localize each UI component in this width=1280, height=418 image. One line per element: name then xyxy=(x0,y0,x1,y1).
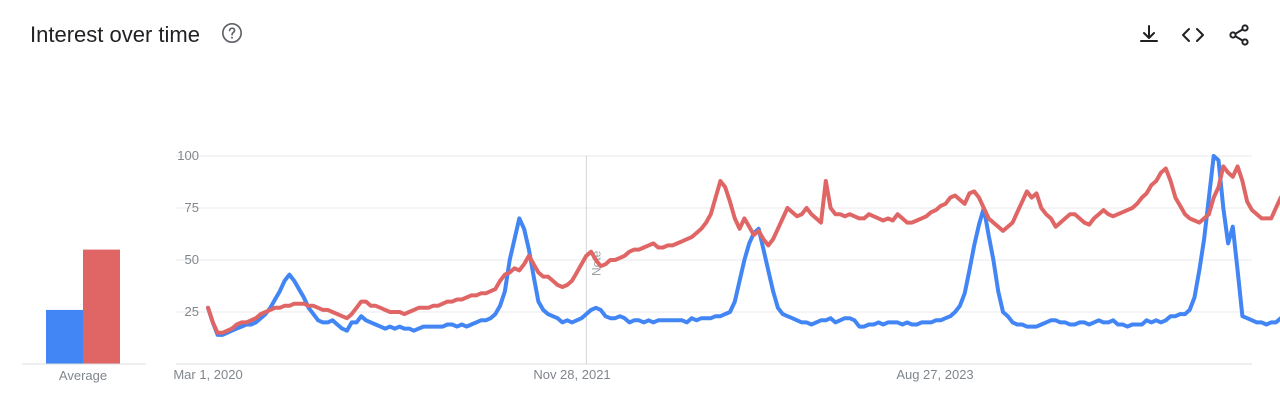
y-tick-label: 75 xyxy=(185,200,199,215)
chart-title: Interest over time xyxy=(30,22,200,47)
average-panel: Average xyxy=(22,249,146,383)
help-circle-icon[interactable] xyxy=(221,22,243,44)
x-tick-label: Aug 27, 2023 xyxy=(896,367,973,382)
x-tick-label: Mar 1, 2020 xyxy=(173,367,242,382)
download-icon[interactable] xyxy=(1137,23,1161,47)
average-bar-red xyxy=(83,249,120,364)
share-icon[interactable] xyxy=(1227,23,1251,47)
y-tick-label: 50 xyxy=(185,252,199,267)
series-line-red xyxy=(206,164,1280,335)
x-axis: Mar 1, 2020 Nov 28, 2021 Aug 27, 2023 xyxy=(173,363,1252,382)
series-lines xyxy=(206,154,1280,337)
code-icon[interactable] xyxy=(1181,23,1205,47)
y-tick-label: 100 xyxy=(177,148,199,163)
grid: 25 50 75 100 xyxy=(176,148,1252,319)
average-bar-blue xyxy=(46,309,83,364)
average-label: Average xyxy=(59,368,107,383)
x-tick-label: Nov 28, 2021 xyxy=(533,367,610,382)
series-line-blue xyxy=(206,154,1280,337)
y-tick-label: 25 xyxy=(185,304,199,319)
